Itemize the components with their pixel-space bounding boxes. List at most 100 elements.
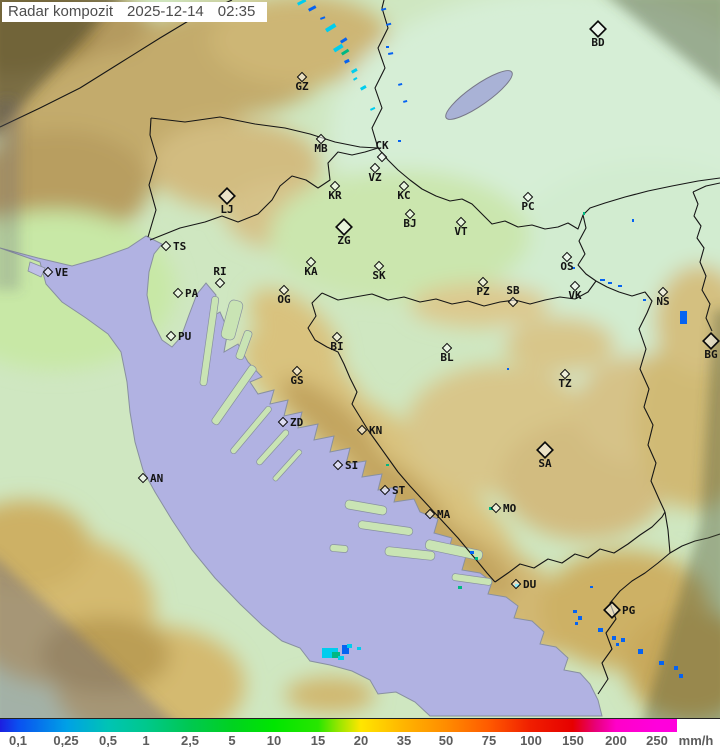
precip-echo (573, 610, 577, 613)
legend-tick-label: 0,1 (8, 733, 28, 748)
city-marker-PG: PG (603, 601, 636, 619)
precip-echo (612, 636, 616, 640)
city-diamond-icon (536, 441, 554, 459)
city-label: SI (345, 459, 358, 472)
legend-tick-label: 50 (438, 733, 454, 748)
city-diamond-icon (398, 180, 410, 192)
city-label: CK (375, 139, 389, 152)
title-date: 2025-12-14 (127, 3, 204, 20)
city-label: AN (150, 472, 163, 485)
city-label: ZD (290, 416, 304, 429)
city-marker-RI: RI (213, 265, 227, 289)
city-diamond-icon (561, 251, 573, 263)
precip-echo (357, 647, 361, 650)
city-diamond-icon (296, 71, 308, 83)
precip-echo (638, 649, 643, 654)
precip-echo (643, 299, 646, 301)
precip-echo (608, 282, 612, 284)
precip-echo (297, 0, 307, 6)
precip-echo (351, 68, 358, 74)
legend-tick-label: 150 (562, 733, 584, 748)
city-marker-CK: CK (375, 139, 389, 163)
city-diamond-icon (165, 330, 177, 342)
precip-echo (325, 23, 337, 33)
precip-echo (370, 106, 376, 111)
precip-echo (507, 368, 509, 370)
city-marker-PA: PA (172, 287, 199, 300)
precip-echo (402, 99, 408, 103)
city-label: RI (213, 265, 226, 278)
city-marker-SI: SI (332, 459, 358, 472)
city-label: BL (440, 351, 454, 364)
city-diamond-icon (315, 133, 327, 145)
legend-tick-label: 2,5 (180, 733, 200, 748)
city-marker-NS: NS (656, 286, 670, 308)
city-marker-BG: BG (702, 332, 720, 361)
city-marker-VT: VT (454, 216, 468, 238)
precip-echo (674, 666, 678, 670)
city-marker-MA: MA (424, 508, 451, 521)
city-diamond-icon (329, 180, 341, 192)
city-diamond-icon (335, 218, 353, 236)
terrain-layer (0, 0, 720, 718)
precip-echo (616, 643, 619, 646)
city-diamond-icon (373, 260, 385, 272)
city-diamond-icon (657, 286, 669, 298)
precip-echo (333, 43, 344, 53)
city-diamond-icon (214, 277, 226, 289)
city-diamond-icon (507, 296, 519, 308)
legend-tick-label: 35 (396, 733, 412, 748)
city-marker-DU: DU (510, 578, 537, 591)
city-diamond-icon (477, 276, 489, 288)
city-diamond-icon (277, 416, 289, 428)
city-label: VK (568, 289, 582, 302)
city-label: PC (521, 200, 534, 213)
city-diamond-icon (522, 191, 534, 203)
city-label: SB (506, 284, 520, 297)
legend (0, 719, 720, 732)
precip-echo (353, 77, 358, 81)
city-marker-KR: KR (328, 180, 342, 202)
legend-tick-label: 100 (520, 733, 542, 748)
city-label: SK (372, 269, 386, 282)
city-label: OS (560, 260, 573, 273)
city-diamond-icon (305, 256, 317, 268)
city-marker-BD: BD (589, 20, 607, 49)
city-label: PG (622, 604, 636, 617)
precip-echo (489, 507, 493, 510)
city-marker-TS: TS (160, 240, 186, 253)
city-diamond-icon (441, 342, 453, 354)
precip-echo (381, 7, 387, 11)
city-marker-LJ: LJ (218, 187, 236, 216)
city-markers-layer: GZ BD MB CK VZ KR KC PC LJ ZG BJ VT TS OS RI KA SK VE PA OG… (42, 20, 720, 619)
city-label: DU (523, 578, 537, 591)
city-marker-AN: AN (137, 472, 163, 485)
precip-echo (470, 551, 474, 554)
city-marker-MO: MO (490, 502, 517, 515)
precip-echo (659, 661, 664, 665)
city-diamond-icon (424, 508, 436, 520)
legend-tick-label: 20 (353, 733, 369, 748)
city-diamond-icon (356, 424, 368, 436)
legend-tick-label: 250 (646, 733, 668, 748)
city-marker-ST: ST (379, 484, 406, 497)
precip-echo (360, 85, 367, 91)
city-diamond-icon (172, 287, 184, 299)
city-marker-SK: SK (372, 260, 386, 282)
city-diamond-icon (490, 502, 502, 514)
city-marker-VK: VK (568, 280, 582, 302)
city-marker-MB: MB (314, 133, 328, 155)
city-marker-GS: GS (290, 365, 304, 387)
city-label: BG (704, 348, 718, 361)
precip-echo (475, 557, 478, 560)
city-diamond-icon (589, 20, 607, 38)
city-label: PZ (476, 285, 490, 298)
city-label: OG (277, 293, 291, 306)
city-marker-VE: VE (42, 266, 68, 279)
precip-echo (632, 219, 634, 222)
precip-echo (578, 616, 582, 620)
city-marker-KA: KA (304, 256, 318, 278)
product-name: Radar kompozit (8, 3, 114, 20)
city-diamond-icon (702, 332, 720, 350)
city-diamond-icon (455, 216, 467, 228)
